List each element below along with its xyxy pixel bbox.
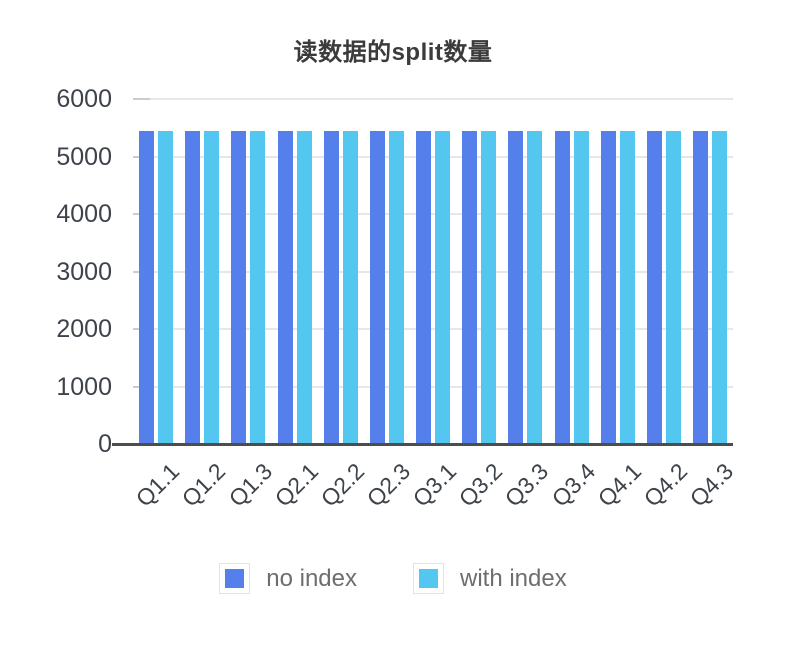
x-axis-label-Q2.1: Q2.1 <box>269 458 323 512</box>
x-axis-label-Q2.3: Q2.3 <box>361 458 416 512</box>
x-axis-label-Q3.2: Q3.2 <box>453 458 508 512</box>
y-axis-label-4000: 4000 <box>56 200 112 228</box>
bar-with-index-Q3.2 <box>481 130 497 444</box>
bar-with-index-Q1.1 <box>158 130 174 444</box>
y-axis-label-1000: 1000 <box>56 373 112 401</box>
gridline-6000 <box>133 98 733 100</box>
x-axis-label-Q4.2: Q4.2 <box>638 458 693 512</box>
bar-no-index-Q4.1 <box>600 130 616 444</box>
bar-with-index-Q1.3 <box>250 130 266 444</box>
bar-with-index-Q4.3 <box>711 130 727 444</box>
legend-item-no-index[interactable]: no index <box>219 563 357 594</box>
y-axis-label-3000: 3000 <box>56 258 112 286</box>
x-axis-label-Q4.1: Q4.1 <box>592 458 646 512</box>
gridline-2000 <box>133 328 733 330</box>
y-axis-label-0: 0 <box>98 430 112 458</box>
bar-no-index-Q2.3 <box>369 130 385 444</box>
gridline-1000 <box>133 386 733 388</box>
legend-item-with-index[interactable]: with index <box>413 563 567 594</box>
legend-swatch-box <box>219 563 251 594</box>
bar-with-index-Q3.4 <box>573 130 589 444</box>
bar-no-index-Q3.4 <box>554 130 570 444</box>
bar-with-index-Q4.2 <box>665 130 681 444</box>
gridline-4000 <box>133 213 733 215</box>
y-axis-label-6000: 6000 <box>56 85 112 113</box>
bar-no-index-Q4.2 <box>646 130 662 444</box>
x-axis-label-Q4.3: Q4.3 <box>684 458 739 512</box>
bar-no-index-Q2.1 <box>277 130 293 444</box>
legend-label: no index <box>266 564 357 592</box>
chart-title: 读数据的split数量 <box>293 39 493 66</box>
legend-label: with index <box>460 564 567 592</box>
y-axis-tick-6000 <box>133 98 150 100</box>
y-axis-label-2000: 2000 <box>56 315 112 343</box>
bar-with-index-Q3.3 <box>527 130 543 444</box>
x-axis-label-Q3.1: Q3.1 <box>407 458 462 512</box>
x-axis-label-Q3.4: Q3.4 <box>546 458 600 512</box>
bar-no-index-Q1.2 <box>185 130 201 444</box>
legend-swatch <box>419 569 438 588</box>
bar-with-index-Q3.1 <box>435 130 450 444</box>
bar-with-index-Q2.1 <box>296 130 312 444</box>
gridline-3000 <box>133 271 733 273</box>
bar-no-index-Q1.1 <box>139 130 155 444</box>
x-axis-label-Q2.2: Q2.2 <box>315 458 370 512</box>
bar-no-index-Q3.2 <box>462 130 478 444</box>
legend-swatch <box>225 569 245 588</box>
x-axis-line <box>112 443 733 446</box>
bar-no-index-Q3.3 <box>508 130 524 444</box>
bar-with-index-Q2.3 <box>388 130 404 444</box>
x-axis-label-Q1.1: Q1.1 <box>130 458 185 512</box>
gridline-5000 <box>133 156 733 158</box>
bar-with-index-Q4.1 <box>619 130 635 444</box>
bar-with-index-Q2.2 <box>342 130 358 444</box>
legend: no index with index <box>0 563 786 594</box>
bar-no-index-Q4.3 <box>692 130 708 444</box>
bar-no-index-Q3.1 <box>416 130 431 444</box>
y-axis-label-5000: 5000 <box>56 143 112 171</box>
x-axis-label-Q1.2: Q1.2 <box>176 458 231 512</box>
legend-swatch-box <box>413 563 444 594</box>
bar-no-index-Q2.2 <box>323 130 339 444</box>
bar-with-index-Q1.2 <box>204 130 220 444</box>
x-axis-label-Q3.3: Q3.3 <box>500 458 554 512</box>
x-axis-label-Q1.3: Q1.3 <box>223 458 277 512</box>
bar-no-index-Q1.3 <box>231 130 247 444</box>
